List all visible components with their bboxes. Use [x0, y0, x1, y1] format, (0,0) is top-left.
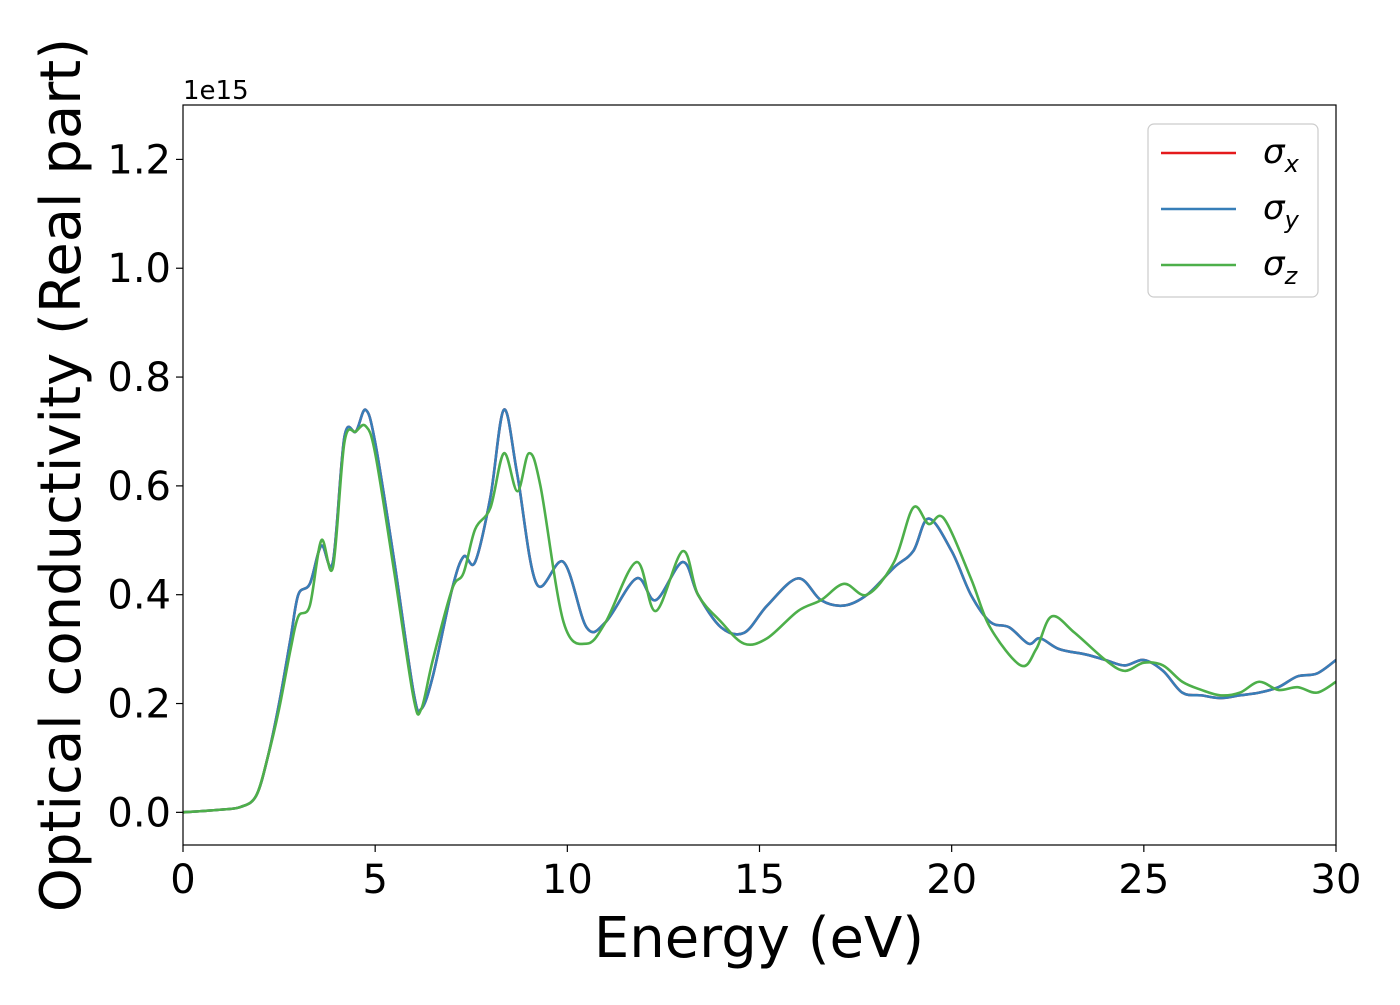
legend: σx σy σz: [1147, 123, 1319, 298]
x-tick-label: 15: [734, 857, 785, 903]
y-tick-label: 1.2: [107, 137, 171, 183]
x-axis-label: Energy (eV): [594, 906, 924, 971]
y-tick-label: 0.6: [107, 464, 171, 510]
x-tick-label: 25: [1118, 857, 1169, 903]
y-axis-ticks: 0.0 0.2 0.4 0.6 0.8 1.0 1.2: [107, 137, 183, 836]
x-tick-label: 0: [170, 857, 195, 903]
legend-label-y: σy: [1263, 188, 1300, 234]
y-offset-label: 1e15: [183, 76, 249, 106]
y-tick-label: 1.0: [107, 246, 171, 292]
y-tick-label: 0.8: [107, 355, 171, 401]
y-tick-label: 0.0: [107, 790, 171, 836]
legend-box: [1147, 123, 1319, 298]
series-line-y: [183, 408, 1336, 814]
y-tick-label: 0.4: [107, 573, 171, 619]
legend-label-z: σz: [1263, 244, 1299, 290]
x-tick-label: 5: [362, 857, 387, 903]
x-tick-label: 10: [542, 857, 593, 903]
x-tick-label: 30: [1311, 857, 1362, 903]
y-axis-label: Optical conductivity (Real part): [29, 38, 94, 912]
y-tick-label: 0.2: [107, 682, 171, 728]
legend-label-x: σx: [1263, 132, 1300, 178]
series-line-x: [183, 408, 1336, 814]
x-axis-ticks: 0 5 10 15 20 25 30: [170, 845, 1361, 903]
series-line-z: [183, 423, 1336, 814]
x-tick-label: 20: [926, 857, 977, 903]
series-layer: [183, 408, 1336, 814]
